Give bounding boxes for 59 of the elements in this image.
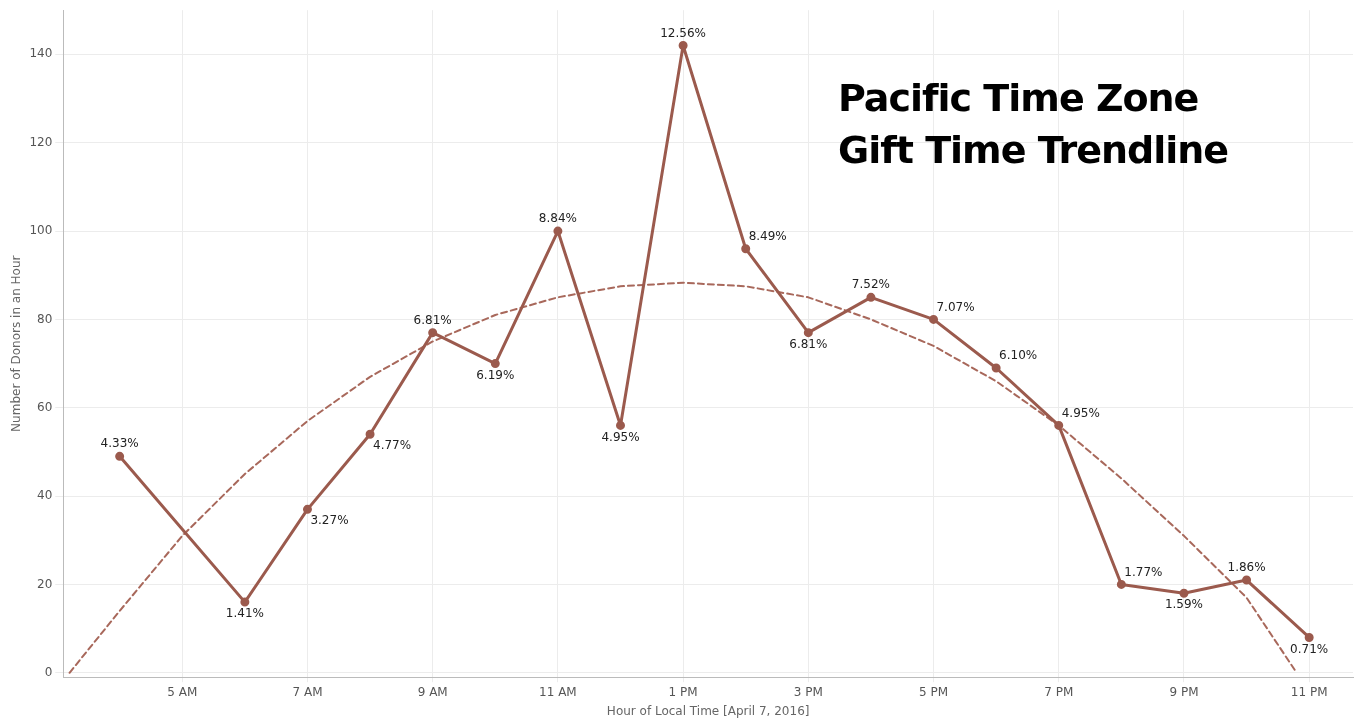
annotation: 1.41% xyxy=(225,606,264,621)
point xyxy=(866,292,876,302)
annotation: 4.33% xyxy=(100,436,139,451)
annotation: 12.56% xyxy=(660,25,706,40)
x-tick-label: 5 PM xyxy=(919,684,949,699)
annotation: 6.81% xyxy=(789,336,828,351)
annotation: 0.71% xyxy=(1290,641,1329,656)
annotation: 8.49% xyxy=(748,228,787,243)
x-tick-label: 1 PM xyxy=(668,684,698,699)
point xyxy=(803,328,813,338)
annotation: 7.07% xyxy=(936,299,975,314)
y-axis-title: Number of Donors in an Hour xyxy=(9,255,24,432)
point xyxy=(428,328,438,338)
point xyxy=(365,429,375,439)
annotation: 1.77% xyxy=(1124,564,1163,579)
x-tick-label: 9 PM xyxy=(1169,684,1199,699)
annotation: 6.10% xyxy=(999,348,1038,363)
point xyxy=(1179,588,1189,598)
point xyxy=(490,359,500,369)
annotation: 7.52% xyxy=(851,277,890,292)
x-tick-label: 11 AM xyxy=(539,684,577,699)
point xyxy=(991,363,1001,373)
x-tick-label: 3 PM xyxy=(793,684,823,699)
annotation: 4.77% xyxy=(373,438,412,453)
annotation: 1.86% xyxy=(1227,560,1266,575)
annotation: 4.95% xyxy=(1061,405,1100,420)
x-tick-label: 5 AM xyxy=(167,684,198,699)
annotation: 1.59% xyxy=(1164,597,1204,612)
annotation: 3.27% xyxy=(310,513,349,528)
x-tick-label: 11 PM xyxy=(1290,684,1328,699)
point xyxy=(115,451,125,461)
point xyxy=(678,41,688,51)
y-tick-label: 80 xyxy=(37,311,53,326)
y-tick-label: 60 xyxy=(37,399,53,414)
x-axis-title: Hour of Local Time [April 7, 2016] xyxy=(606,703,810,718)
y-tick-label: 20 xyxy=(37,576,53,591)
point xyxy=(1242,575,1252,585)
x-tick-label: 7 AM xyxy=(292,684,323,699)
point xyxy=(741,244,751,254)
y-tick-label: 120 xyxy=(29,134,53,149)
y-tick-label: 40 xyxy=(37,488,53,503)
text: Pacific Time Zone Gift Time Trendline xyxy=(838,75,1230,174)
point xyxy=(302,504,312,514)
y-tick-label: 0 xyxy=(44,664,53,679)
point xyxy=(240,597,250,607)
annotation: 6.81% xyxy=(413,312,452,327)
point xyxy=(553,226,563,236)
y-tick-label: 100 xyxy=(29,223,53,238)
point xyxy=(1054,420,1064,430)
annotation: 6.19% xyxy=(476,367,515,382)
point xyxy=(929,314,939,324)
annotation: 8.84% xyxy=(538,211,577,226)
x-tick-label: 9 AM xyxy=(417,684,448,699)
point xyxy=(1304,632,1314,642)
point xyxy=(1116,579,1126,589)
annotation: 4.95% xyxy=(601,429,640,444)
x-tick-label: 7 PM xyxy=(1044,684,1074,699)
point xyxy=(616,420,625,430)
y-tick-label: 140 xyxy=(29,46,53,61)
